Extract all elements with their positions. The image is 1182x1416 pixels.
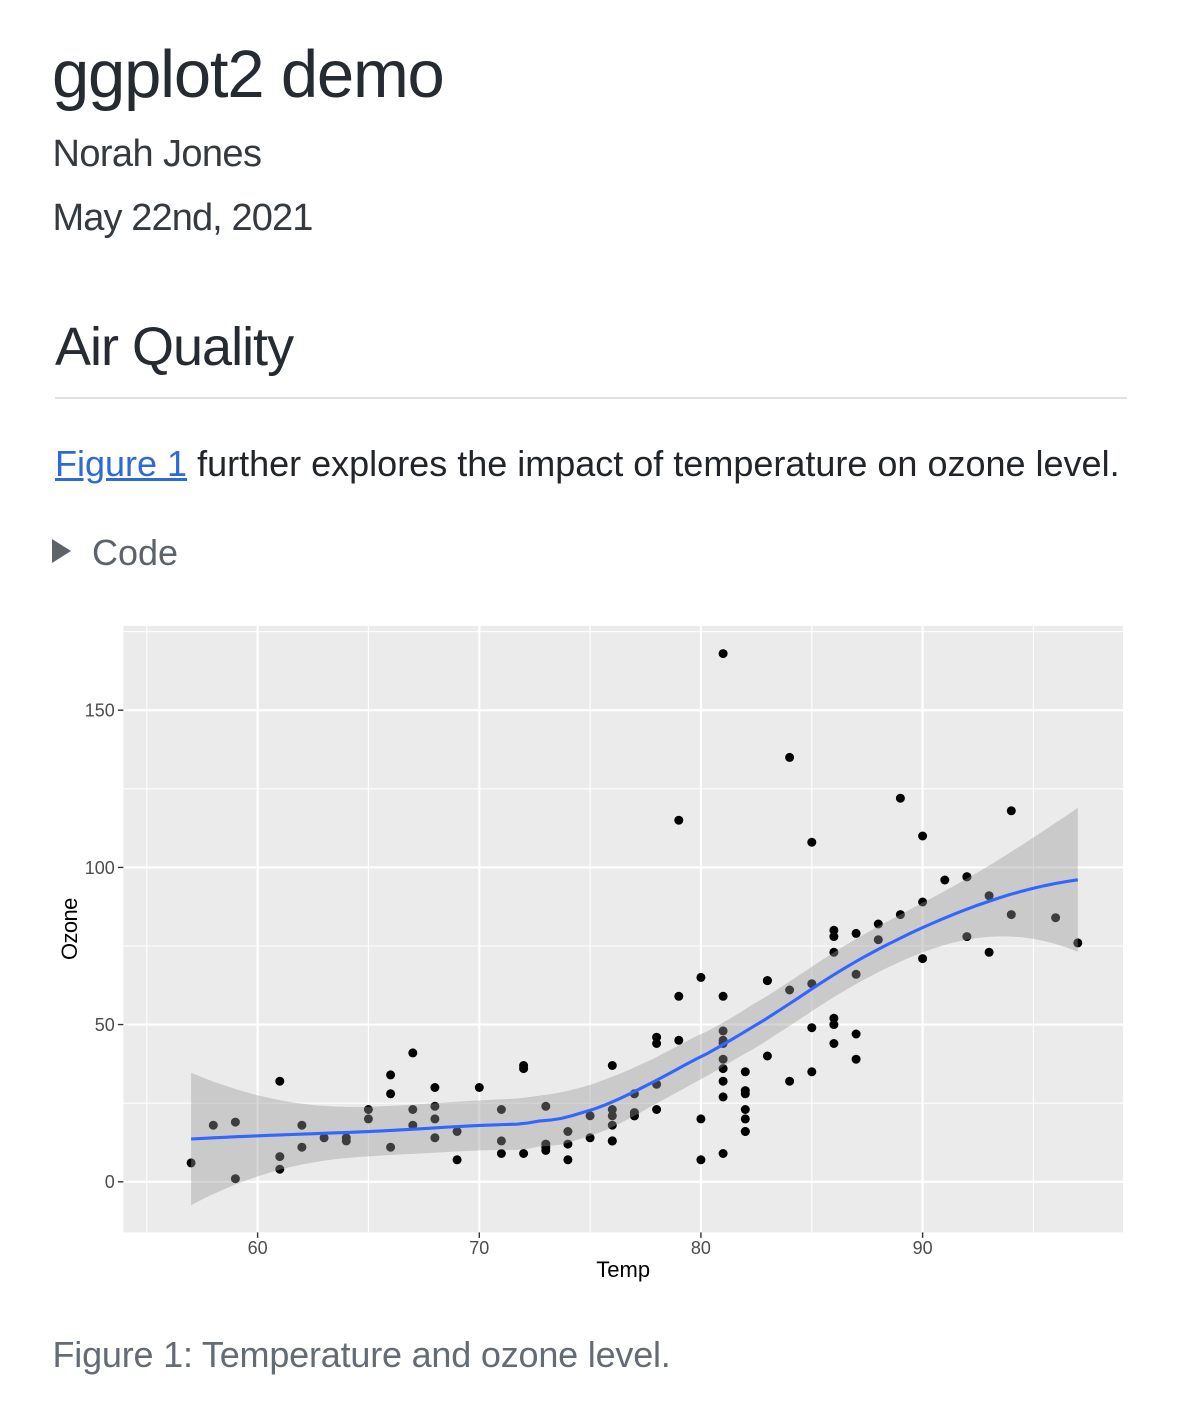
svg-text:Temp: Temp [596,1257,650,1282]
svg-text:Ozone: Ozone [57,898,82,960]
svg-text:80: 80 [691,1238,711,1258]
svg-text:90: 90 [913,1238,933,1258]
svg-text:150: 150 [85,701,115,721]
svg-text:100: 100 [85,858,115,878]
svg-text:60: 60 [248,1238,268,1258]
svg-text:50: 50 [95,1015,115,1035]
svg-text:70: 70 [469,1238,489,1258]
svg-text:0: 0 [105,1172,115,1192]
